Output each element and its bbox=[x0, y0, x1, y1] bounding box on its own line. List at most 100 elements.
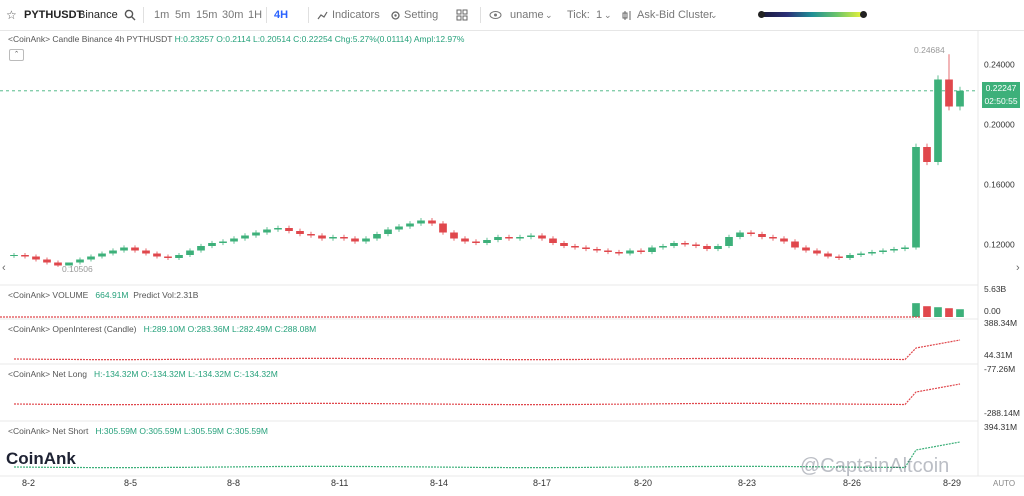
candle-body bbox=[593, 249, 601, 251]
indicator-panels bbox=[0, 303, 964, 469]
ask-bid-cluster-dropdown[interactable]: Ask-Bid Cluster bbox=[637, 9, 713, 21]
favorite-star-icon[interactable]: ☆ bbox=[6, 8, 17, 22]
x-tick-label: 8-11 bbox=[331, 478, 349, 488]
slider-handle-right[interactable] bbox=[860, 11, 867, 18]
candle-body bbox=[769, 237, 777, 239]
candle-body bbox=[131, 247, 139, 251]
candle-body bbox=[527, 235, 535, 237]
candle-body bbox=[692, 244, 700, 246]
candle-body bbox=[780, 238, 788, 242]
candle-body bbox=[560, 243, 568, 246]
volume-bar bbox=[934, 307, 942, 317]
interval-15m[interactable]: 15m bbox=[196, 9, 218, 21]
candle-countdown-tag: 02:50:55 bbox=[982, 95, 1020, 108]
user-dropdown[interactable]: uname bbox=[510, 9, 544, 21]
candle-body bbox=[604, 250, 612, 252]
interval-4h-active[interactable]: 4H bbox=[274, 9, 289, 21]
setting-button[interactable]: Setting bbox=[404, 9, 439, 21]
heatmap-gradient-slider[interactable] bbox=[762, 12, 862, 17]
panel-y-tick-label: 44.31M bbox=[984, 350, 1012, 360]
interval-30m[interactable]: 30m bbox=[222, 9, 244, 21]
candle-body bbox=[43, 259, 51, 263]
x-tick-label: 8-17 bbox=[533, 478, 552, 488]
symbol-name[interactable]: PYTHUSDT bbox=[24, 9, 84, 21]
y-tick-label: 0.20000 bbox=[984, 120, 1015, 130]
y-tick-label: 0.24000 bbox=[984, 60, 1015, 70]
candle-body bbox=[637, 250, 645, 252]
candle-legend-prefix: <CoinAnk> Candle Binance 4h PYTHUSDT bbox=[8, 34, 173, 44]
candle-body bbox=[351, 238, 359, 242]
oi-legend-prefix: <CoinAnk> OpenInterest (Candle) bbox=[8, 324, 137, 334]
candle-body bbox=[758, 234, 766, 237]
candle-body bbox=[274, 228, 282, 230]
indicators-button[interactable]: Indicators bbox=[332, 9, 380, 21]
search-icon[interactable] bbox=[124, 0, 136, 30]
candle-legend-high: H:0.23257 bbox=[174, 34, 214, 44]
candle-body bbox=[934, 79, 942, 162]
candle-body bbox=[890, 249, 898, 251]
candle-body bbox=[538, 235, 546, 239]
slider-handle-left[interactable] bbox=[758, 11, 765, 18]
oi-legend-open: O:283.36M bbox=[187, 324, 230, 334]
layout-grid-icon[interactable] bbox=[456, 0, 468, 30]
chevron-down-icon: ⌄ bbox=[710, 10, 718, 20]
volume-legend-prefix: <CoinAnk> VOLUME bbox=[8, 290, 89, 300]
candle-body bbox=[153, 253, 161, 257]
candle-body bbox=[857, 253, 865, 255]
candle-body bbox=[252, 232, 260, 236]
candle-body bbox=[582, 247, 590, 249]
collapse-legend-button[interactable]: ⌃ bbox=[9, 49, 24, 61]
x-tick-label: 8-14 bbox=[430, 478, 449, 488]
candle-body bbox=[824, 253, 832, 257]
interval-5m[interactable]: 5m bbox=[175, 9, 191, 21]
netlong-legend-low: L:-134.32M bbox=[188, 369, 232, 379]
candle-body bbox=[208, 243, 216, 246]
candle-body bbox=[472, 241, 480, 243]
x-tick-label: 8-2 bbox=[22, 478, 36, 488]
chevron-right-icon[interactable]: › bbox=[1016, 262, 1020, 274]
candle-body bbox=[868, 252, 876, 254]
candle-body bbox=[384, 229, 392, 234]
low-annotation: 0.10506 bbox=[62, 264, 93, 274]
oi-legend-close: C:288.08M bbox=[274, 324, 317, 334]
current-price-tag: 0.22247 bbox=[982, 82, 1020, 95]
high-annotation: 0.24684 bbox=[914, 45, 945, 55]
oi-legend: <CoinAnk> OpenInterest (Candle) H:289.10… bbox=[8, 324, 316, 334]
candle-body bbox=[846, 255, 854, 258]
toolbar-divider bbox=[143, 7, 144, 23]
toolbar: ☆ PYTHUSDT Binance 1m 5m 15m 30m 1H 4H I… bbox=[0, 0, 1024, 31]
netshort-legend-high: H:305.59M bbox=[95, 426, 138, 436]
candle-body bbox=[703, 246, 711, 249]
candle-body bbox=[956, 90, 964, 107]
candle-legend-close: C:0.22254 bbox=[293, 34, 333, 44]
volume-legend-predict: Predict Vol:2.31B bbox=[133, 290, 199, 300]
candle-body bbox=[714, 246, 722, 249]
candle-body bbox=[329, 237, 337, 239]
candle-body bbox=[648, 247, 656, 252]
auto-scale-button[interactable]: AUTO bbox=[993, 479, 1016, 488]
eye-icon[interactable] bbox=[489, 0, 502, 30]
candle-body bbox=[285, 228, 293, 231]
candle-body bbox=[725, 237, 733, 246]
candle-body bbox=[879, 250, 887, 252]
tick-value-dropdown[interactable]: 1 bbox=[596, 9, 603, 21]
volume-bar bbox=[912, 303, 920, 317]
candle-body bbox=[813, 250, 821, 254]
interval-1h[interactable]: 1H bbox=[248, 9, 263, 21]
candle-body bbox=[54, 262, 62, 266]
candle-body bbox=[428, 220, 436, 224]
y-axis-ticks: 0.24000 0.20000 0.16000 0.12000 5.63B 0.00 388… bbox=[984, 60, 1020, 433]
chevron-left-icon[interactable]: ‹ bbox=[2, 262, 6, 274]
interval-1m[interactable]: 1m bbox=[154, 9, 170, 21]
panel-y-tick-label: 394.31M bbox=[984, 422, 1017, 432]
toolbar-divider bbox=[480, 7, 481, 23]
panel-y-tick-label: 5.63B bbox=[984, 284, 1007, 294]
netshort-legend-open: O:305.59M bbox=[139, 426, 182, 436]
volume-legend: <CoinAnk> VOLUME 664.91M Predict Vol:2.3… bbox=[8, 290, 198, 300]
gear-icon bbox=[390, 0, 401, 30]
panel-y-tick-label: -77.26M bbox=[984, 364, 1015, 374]
coinank-logo: CoinAnk bbox=[6, 449, 76, 468]
candle-body bbox=[494, 237, 502, 240]
panel-y-tick-label: 388.34M bbox=[984, 318, 1017, 328]
